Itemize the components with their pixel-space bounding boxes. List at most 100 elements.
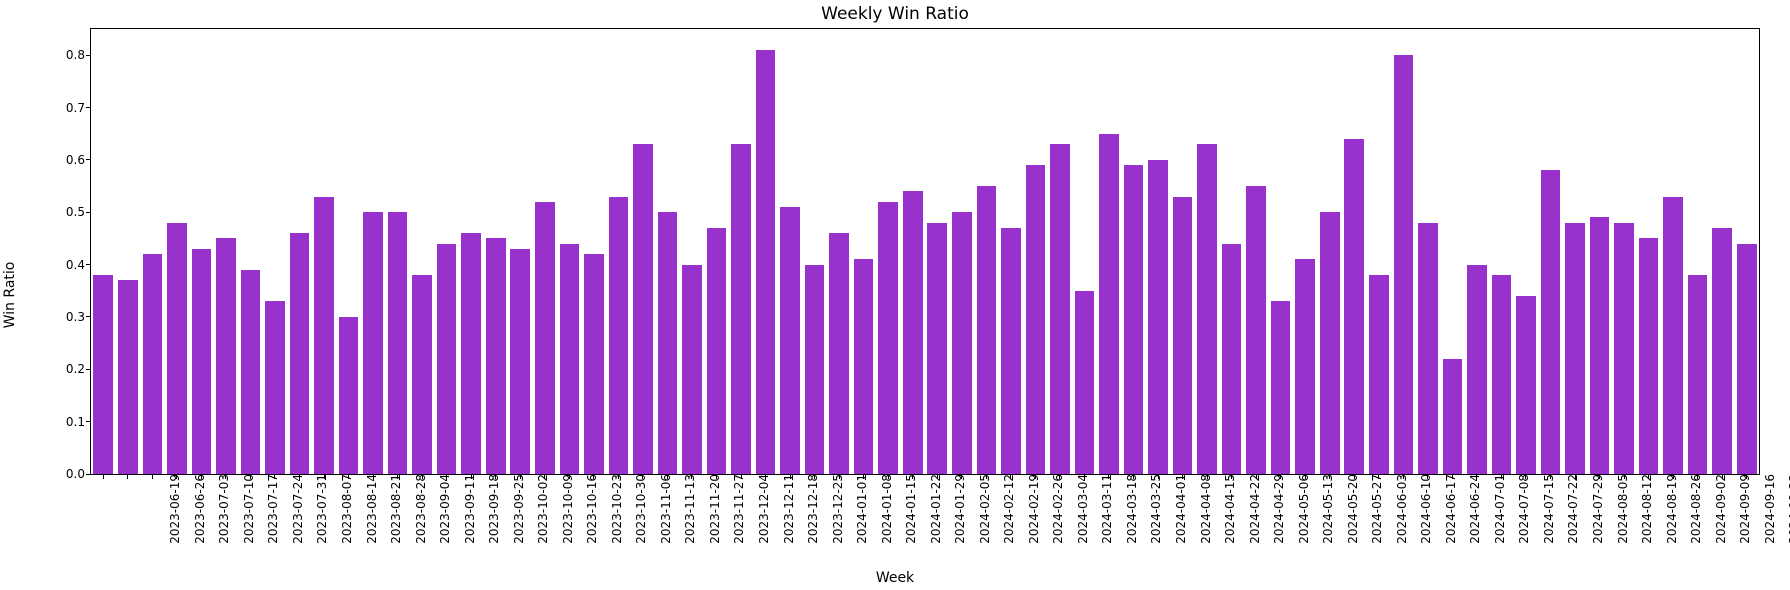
xtick-mark <box>1624 474 1625 479</box>
xtick-mark <box>446 474 447 479</box>
bar <box>437 244 457 474</box>
bar <box>1173 197 1193 474</box>
xtick-mark <box>1354 474 1355 479</box>
bar <box>143 254 163 474</box>
xtick-label: 2024-02-12 <box>998 474 1016 544</box>
bar <box>1271 301 1291 474</box>
xtick-label: 2024-07-08 <box>1513 474 1531 544</box>
xtick-label: 2023-10-30 <box>630 474 648 544</box>
xtick-mark <box>373 474 374 479</box>
plot-area <box>91 29 1759 474</box>
xtick-mark <box>1427 474 1428 479</box>
xtick-mark <box>1501 474 1502 479</box>
bar <box>1467 265 1487 474</box>
xtick-mark <box>397 474 398 479</box>
xtick-mark <box>1722 474 1723 479</box>
ytick-label: 0.4 <box>66 258 91 272</box>
xtick-label: 2024-09-09 <box>1734 474 1752 544</box>
bar <box>363 212 383 474</box>
xtick-label: 2023-08-28 <box>409 474 427 544</box>
xtick-mark <box>937 474 938 479</box>
ytick-label: 0.3 <box>66 310 91 324</box>
xtick-label: 2023-10-09 <box>556 474 574 544</box>
xtick-mark <box>863 474 864 479</box>
xtick-label: 2023-09-04 <box>434 474 452 544</box>
xtick-mark <box>1256 474 1257 479</box>
bar <box>1590 217 1610 474</box>
xtick-mark <box>1648 474 1649 479</box>
xtick-mark <box>201 474 202 479</box>
xtick-label: 2024-05-13 <box>1317 474 1335 544</box>
bar <box>1688 275 1708 474</box>
xtick-label: 2023-11-06 <box>655 474 673 544</box>
bar <box>486 238 506 474</box>
xtick-mark <box>299 474 300 479</box>
xtick-label: 2024-01-01 <box>851 474 869 544</box>
xtick-label: 2023-06-26 <box>189 474 207 544</box>
xtick-label: 2024-08-26 <box>1685 474 1703 544</box>
xtick-label: 2024-03-11 <box>1096 474 1114 544</box>
bar <box>1516 296 1536 474</box>
xtick-mark <box>250 474 251 479</box>
bar <box>560 244 580 474</box>
xtick-label: 2024-06-10 <box>1415 474 1433 544</box>
bar <box>854 259 874 474</box>
xtick-mark <box>324 474 325 479</box>
bar <box>952 212 972 474</box>
xtick-mark <box>1305 474 1306 479</box>
xtick-label: 2024-01-29 <box>949 474 967 544</box>
bar <box>535 202 555 474</box>
bar <box>658 212 678 474</box>
xtick-label: 2024-04-01 <box>1170 474 1188 544</box>
bar <box>167 223 187 474</box>
bar <box>1295 259 1315 474</box>
xtick-label: 2024-07-29 <box>1587 474 1605 544</box>
xtick-mark <box>152 474 153 479</box>
bar <box>1541 170 1561 474</box>
xtick-mark <box>348 474 349 479</box>
xtick-mark <box>1182 474 1183 479</box>
xtick-mark <box>225 474 226 479</box>
xtick-mark <box>471 474 472 479</box>
xtick-mark <box>1231 474 1232 479</box>
xtick-label: 2024-05-06 <box>1292 474 1310 544</box>
xtick-mark <box>1378 474 1379 479</box>
bar <box>584 254 604 474</box>
xtick-label: 2023-12-11 <box>777 474 795 544</box>
xtick-label: 2024-02-26 <box>1047 474 1065 544</box>
ytick-label: 0.2 <box>66 362 91 376</box>
xtick-label: 2023-09-11 <box>458 474 476 544</box>
bar <box>118 280 138 474</box>
bar <box>829 233 849 474</box>
xtick-label: 2023-07-31 <box>311 474 329 544</box>
xtick-mark <box>1697 474 1698 479</box>
bar <box>192 249 212 474</box>
xtick-mark <box>593 474 594 479</box>
xtick-label: 2023-11-20 <box>704 474 722 544</box>
xtick-label: 2024-04-08 <box>1194 474 1212 544</box>
xtick-mark <box>1525 474 1526 479</box>
xtick-label: 2024-09-02 <box>1709 474 1727 544</box>
bar <box>878 202 898 474</box>
xtick-label: 2024-06-03 <box>1390 474 1408 544</box>
xtick-mark <box>1059 474 1060 479</box>
xtick-label: 2023-10-16 <box>581 474 599 544</box>
xtick-mark <box>814 474 815 479</box>
xtick-mark <box>691 474 692 479</box>
bar <box>1320 212 1340 474</box>
xtick-label: 2023-09-25 <box>507 474 525 544</box>
xtick-label: 2024-08-12 <box>1636 474 1654 544</box>
xtick-mark <box>274 474 275 479</box>
xtick-label: 2023-12-04 <box>753 474 771 544</box>
bar <box>1492 275 1512 474</box>
xtick-label: 2023-06-19 <box>164 474 182 544</box>
bar <box>927 223 947 474</box>
xtick-label: 2024-07-15 <box>1538 474 1556 544</box>
bar <box>1614 223 1634 474</box>
bar <box>1050 144 1070 474</box>
xtick-mark <box>569 474 570 479</box>
xtick-mark <box>618 474 619 479</box>
xtick-label: 2023-10-23 <box>606 474 624 544</box>
bar <box>290 233 310 474</box>
bar <box>1663 197 1683 474</box>
